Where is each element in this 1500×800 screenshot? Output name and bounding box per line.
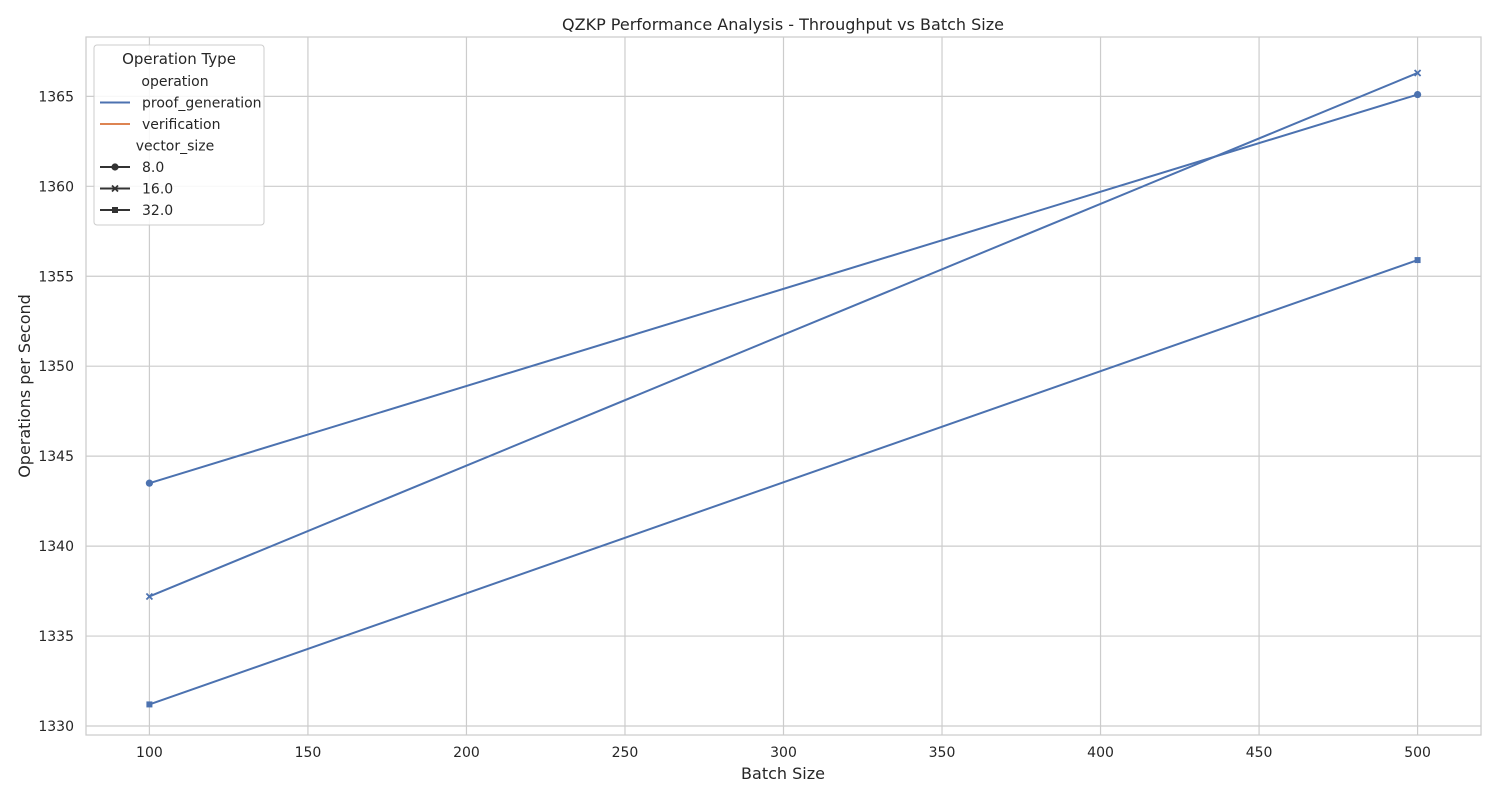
y-tick-label: 1360	[38, 179, 74, 195]
legend-entry-label: 8.0	[142, 160, 164, 176]
chart-title: QZKP Performance Analysis - Throughput v…	[562, 15, 1004, 34]
x-tick-label: 100	[136, 745, 163, 761]
x-axis-ticks: 100 150 200 250 300 350 400 450 500	[136, 745, 1431, 761]
series-line-vector-16-0	[149, 72, 1418, 598]
legend-entry-label: proof_generation	[142, 96, 262, 112]
y-tick-label: 1365	[38, 89, 74, 105]
data-point	[1413, 69, 1422, 77]
x-tick-label: 450	[1246, 745, 1273, 761]
legend-entry-label: 32.0	[142, 203, 173, 219]
legend-title: Operation Type	[122, 50, 236, 68]
grid	[86, 37, 1481, 735]
legend-box	[93, 44, 265, 226]
legend: Operation Type operation proof_generation…	[93, 44, 265, 226]
x-tick-label: 200	[453, 745, 480, 761]
x-tick-label: 400	[1087, 745, 1114, 761]
x-tick-label: 300	[770, 745, 797, 761]
y-tick-label: 1330	[38, 719, 74, 735]
data-point	[1413, 90, 1422, 99]
series-group	[145, 69, 1422, 708]
x-tick-label: 500	[1404, 745, 1431, 761]
x-tick-label: 350	[929, 745, 956, 761]
legend-marker	[111, 163, 119, 171]
y-tick-label: 1335	[38, 629, 74, 645]
y-tick-label: 1340	[38, 539, 74, 555]
legend-group-heading: operation	[141, 74, 208, 90]
y-axis-label: Operations per Second	[15, 294, 34, 478]
legend-marker	[111, 184, 119, 193]
data-point	[146, 701, 153, 708]
y-tick-label: 1355	[38, 269, 74, 285]
y-tick-label: 1350	[38, 359, 74, 375]
x-axis-label: Batch Size	[741, 764, 825, 783]
legend-group-heading: vector_size	[136, 139, 215, 155]
x-tick-label: 250	[612, 745, 639, 761]
data-point	[1414, 257, 1421, 264]
legend-marker	[112, 207, 118, 213]
data-point	[145, 592, 154, 601]
legend-entry-label: 16.0	[142, 182, 173, 198]
y-tick-label: 1345	[38, 449, 74, 465]
plot-area	[85, 36, 1482, 736]
legend-entry-label: verification	[142, 117, 220, 133]
legend-items: operation proof_generation verification vec…	[100, 74, 262, 219]
y-axis-ticks: 1330 1335 1340 1345 1350 1355 1360 1365	[38, 89, 74, 735]
data-point	[145, 479, 154, 487]
series-line-vector-32-0	[149, 259, 1418, 706]
x-tick-label: 150	[295, 745, 322, 761]
